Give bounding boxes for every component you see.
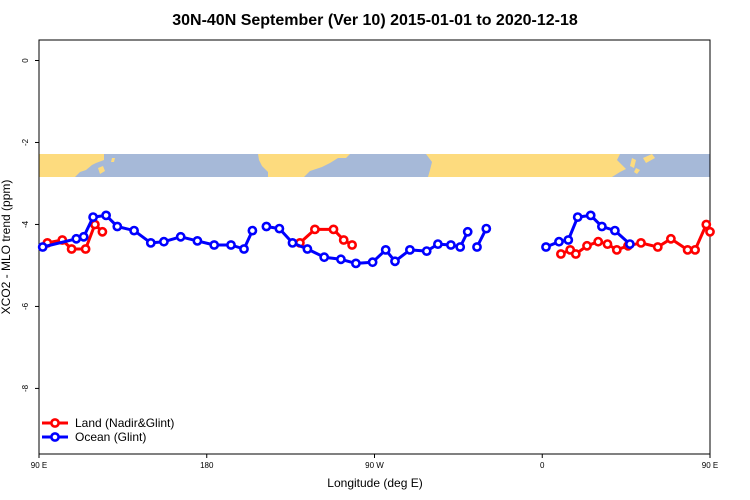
x-tick-label: 180: [200, 461, 214, 470]
data-point: [101, 210, 111, 221]
data-point: [563, 235, 574, 245]
data-point: [319, 252, 330, 263]
legend-marker-land: [50, 418, 60, 428]
data-point: [226, 240, 236, 250]
data-point: [287, 237, 298, 248]
y-tick-label: 0: [21, 58, 30, 63]
data-point: [462, 226, 473, 237]
map-land: [39, 154, 655, 177]
series-layer: [37, 210, 715, 269]
data-point: [338, 235, 349, 245]
legend: Land (Nadir&Glint) Ocean (Glint): [42, 416, 174, 444]
y-tick-label: -6: [21, 302, 30, 310]
series-1: [37, 210, 635, 269]
data-point: [302, 244, 313, 254]
y-axis: 0 -2 -4 -6 -8: [21, 58, 39, 392]
data-point: [347, 240, 357, 250]
data-point: [445, 240, 456, 250]
data-point: [572, 212, 583, 222]
data-point: [705, 226, 715, 237]
x-tick-label: 90 E: [31, 461, 47, 470]
data-point: [597, 221, 607, 232]
data-point: [585, 210, 596, 221]
data-point: [80, 244, 91, 254]
data-point: [404, 244, 415, 255]
x-tick-label: 0: [540, 461, 545, 470]
world-map-strip: [39, 154, 710, 177]
y-tick-label: -4: [21, 220, 30, 228]
data-point: [701, 219, 712, 230]
data-point: [129, 225, 139, 236]
data-point: [541, 242, 551, 252]
legend-marker-ocean: [50, 432, 60, 442]
y-tick-label: -2: [21, 138, 30, 146]
x-tick-label: 90 E: [702, 461, 718, 470]
data-point: [570, 249, 581, 259]
series-line: [266, 225, 470, 265]
data-point: [610, 225, 620, 236]
data-point: [192, 235, 203, 246]
y-tick-label: -8: [21, 384, 30, 392]
data-point: [666, 233, 676, 244]
data-point: [690, 244, 700, 255]
data-point: [390, 256, 400, 267]
data-point: [380, 244, 391, 255]
legend-label-land: Land (Nadir&Glint): [75, 416, 174, 430]
data-point: [239, 244, 249, 254]
data-point: [367, 257, 378, 268]
chart-title: 30N-40N September (Ver 10) 2015-01-01 to…: [172, 12, 578, 29]
data-point: [274, 223, 285, 234]
data-point: [625, 239, 635, 249]
data-point: [261, 221, 272, 232]
data-point: [593, 236, 604, 247]
y-axis-label: XCO2 - MLO trend (ppm): [0, 180, 13, 315]
data-point: [602, 239, 613, 249]
data-point: [112, 221, 123, 232]
data-point: [175, 231, 186, 242]
data-point: [145, 237, 156, 248]
data-point: [432, 239, 443, 249]
data-point: [455, 242, 466, 252]
data-point: [158, 236, 169, 247]
data-point: [247, 225, 258, 236]
data-point: [71, 233, 82, 244]
data-point: [350, 258, 361, 269]
data-point: [556, 249, 566, 259]
x-axis-label: Longitude (deg E): [327, 476, 422, 490]
data-point: [209, 240, 220, 250]
data-point: [88, 212, 98, 222]
data-point: [611, 244, 622, 255]
data-point: [309, 224, 320, 235]
data-point: [335, 254, 346, 265]
data-point: [481, 223, 492, 234]
data-point: [682, 244, 693, 255]
legend-label-ocean: Ocean (Glint): [75, 430, 146, 444]
series-0: [42, 219, 715, 259]
data-point: [582, 240, 592, 251]
data-point: [421, 246, 432, 256]
data-point: [328, 224, 339, 235]
data-point: [37, 242, 48, 252]
x-tick-label: 90 W: [365, 461, 384, 470]
data-point: [472, 242, 482, 252]
data-point: [66, 244, 77, 254]
data-point: [97, 226, 108, 237]
data-point: [554, 236, 564, 247]
x-axis: 90 E 180 90 W 0 90 E: [31, 454, 718, 470]
data-point: [78, 231, 89, 242]
data-point: [636, 237, 646, 248]
data-point: [652, 242, 663, 252]
